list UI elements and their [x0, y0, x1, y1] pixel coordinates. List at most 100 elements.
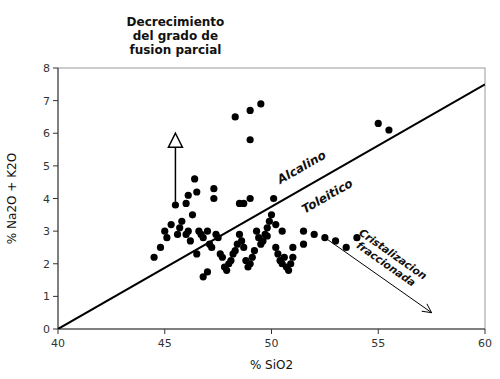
- x-tick-label: 40: [51, 337, 65, 350]
- y-tick-label: 5: [43, 160, 50, 173]
- y-axis-label: % Na2O + K2O: [5, 153, 19, 244]
- arrow-shaft: [175, 147, 177, 202]
- y-tick-label: 1: [43, 290, 50, 303]
- plot-frame: [58, 68, 485, 329]
- x-tick-label: 60: [478, 337, 492, 350]
- scatter-point: [257, 100, 264, 107]
- scatter-point: [249, 254, 256, 261]
- x-tick: [58, 329, 59, 334]
- y-tick-label: 4: [43, 193, 50, 206]
- y-tick: [53, 296, 58, 297]
- scatter-point: [204, 228, 211, 235]
- scatter-point: [183, 200, 190, 207]
- scatter-point: [208, 244, 215, 251]
- x-tick: [378, 329, 379, 334]
- x-tick-label: 45: [158, 337, 172, 350]
- scatter-point: [343, 244, 350, 251]
- y-tick-label: 0: [43, 323, 50, 336]
- region-label: Toleitico: [299, 176, 355, 216]
- annotation-text: Decrecimientodel grado defusion parcial: [127, 15, 225, 57]
- x-tick: [485, 329, 486, 334]
- scatter-point: [236, 231, 243, 238]
- scatter-point: [157, 244, 164, 251]
- scatter-point: [189, 211, 196, 218]
- scatter-point: [253, 228, 260, 235]
- scatter-point: [285, 267, 292, 274]
- arrow-head: [168, 133, 182, 147]
- y-tick-label: 6: [43, 127, 50, 140]
- plot-marks: [58, 84, 485, 329]
- x-axis-label: % SiO2: [250, 358, 293, 372]
- scatter-point: [200, 273, 207, 280]
- scatter-point: [178, 218, 185, 225]
- scatter-point: [385, 126, 392, 133]
- x-tick: [164, 329, 165, 334]
- annotation-group: Cristalizacionfraccionada: [350, 226, 429, 291]
- scatter-point: [268, 211, 275, 218]
- x-tick: [271, 329, 272, 334]
- scatter-point: [200, 234, 207, 241]
- scatter-point: [168, 221, 175, 228]
- y-tick: [53, 165, 58, 166]
- annotation-text: Cristalizacionfraccionada: [350, 226, 429, 291]
- y-tick: [53, 263, 58, 264]
- y-tick: [53, 198, 58, 199]
- scatter-point: [187, 237, 194, 244]
- scatter-point: [279, 228, 286, 235]
- hollow-arrow: [168, 133, 182, 202]
- y-tick: [53, 231, 58, 232]
- scatter-point: [240, 244, 247, 251]
- scatter-point: [264, 232, 271, 239]
- y-tick-label: 7: [43, 95, 50, 108]
- scatter-point: [375, 120, 382, 127]
- scatter-point: [236, 200, 243, 207]
- scatter-point: [266, 218, 273, 225]
- scatter-point: [185, 228, 192, 235]
- scatter-point: [238, 237, 245, 244]
- scatter-point: [163, 234, 170, 241]
- scatter-point: [191, 175, 198, 182]
- text-line: fusion parcial: [129, 43, 221, 57]
- scatter-point: [210, 195, 217, 202]
- scatter-point: [247, 107, 254, 114]
- scatter-point: [251, 247, 258, 254]
- background: [0, 0, 500, 379]
- scatter-point: [270, 195, 277, 202]
- scatter-point: [174, 231, 181, 238]
- scatter-point: [274, 250, 281, 257]
- y-tick: [53, 100, 58, 101]
- y-tick: [53, 133, 58, 134]
- scatter-point: [185, 192, 192, 199]
- scatter-point: [272, 221, 279, 228]
- text-line: fraccionada: [355, 239, 419, 289]
- y-tick-label: 8: [43, 62, 50, 75]
- y-tick-label: 2: [43, 258, 50, 271]
- scatter-point: [264, 224, 271, 231]
- scatter-point: [193, 188, 200, 195]
- dividing-line: [58, 84, 485, 329]
- scatter-point: [232, 113, 239, 120]
- scatter-point: [281, 254, 288, 261]
- scatter-point: [161, 228, 168, 235]
- scatter-point: [272, 244, 279, 251]
- scatter-point: [247, 195, 254, 202]
- scatter-point: [247, 136, 254, 143]
- y-tick-label: 3: [43, 225, 50, 238]
- annotation-group: Decrecimientodel grado defusion parcial: [127, 15, 225, 57]
- scatter-point: [223, 267, 230, 274]
- y-tick: [53, 68, 58, 69]
- scatter-point: [219, 254, 226, 261]
- scatter-point: [300, 241, 307, 248]
- scatter-point: [227, 257, 234, 264]
- x-tick-label: 55: [371, 337, 385, 350]
- scatter-point: [150, 254, 157, 261]
- scatter-point: [300, 228, 307, 235]
- arrow-head: [422, 304, 432, 313]
- text-line: del grado de: [133, 29, 218, 43]
- x-tick-label: 50: [265, 337, 279, 350]
- scatter-point: [247, 260, 254, 267]
- region-label: Alcalino: [274, 148, 328, 187]
- scatter-point: [287, 260, 294, 267]
- chart: 4045505560012345678% SiO2% Na2O + K2OAlc…: [0, 0, 500, 379]
- scatter-point: [289, 244, 296, 251]
